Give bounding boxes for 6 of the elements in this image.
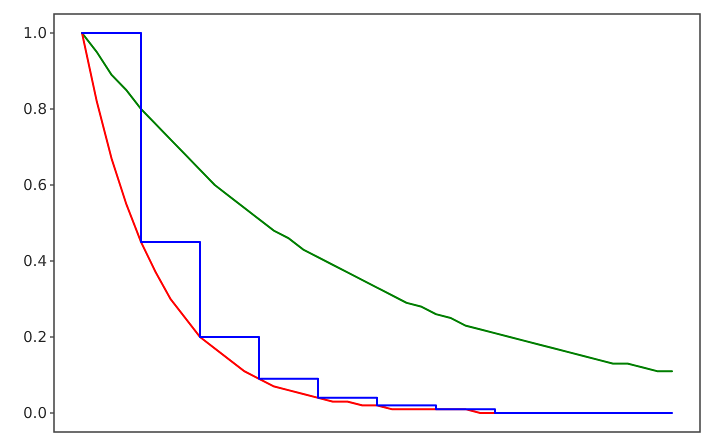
- y-tick-label: 0.6: [23, 176, 47, 194]
- y-tick-label: 0.0: [23, 404, 47, 422]
- y-tick-label: 0.8: [23, 100, 47, 118]
- y-tick-label: 1.0: [23, 24, 47, 42]
- y-tick-label: 0.4: [23, 252, 47, 270]
- y-tick-label: 0.2: [23, 328, 47, 346]
